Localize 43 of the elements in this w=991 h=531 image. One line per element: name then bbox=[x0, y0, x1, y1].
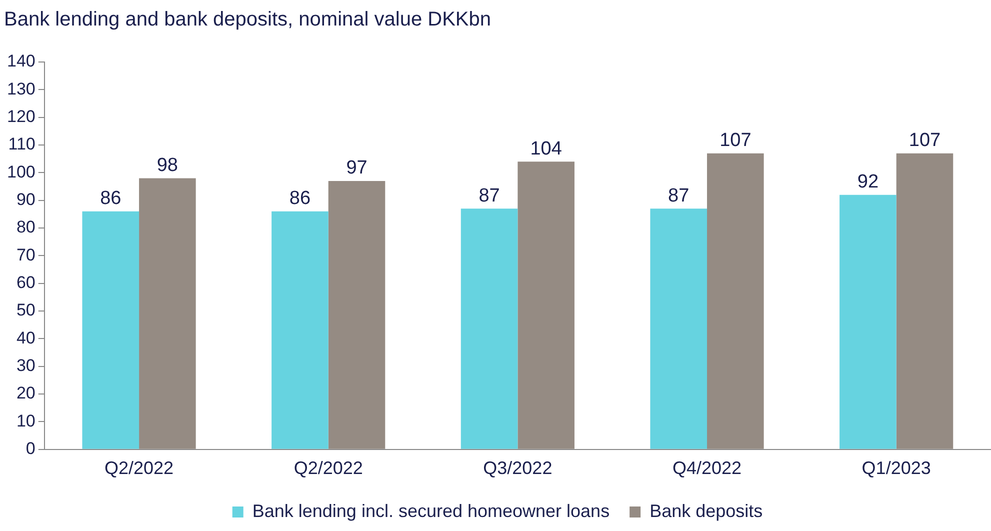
data-label: 104 bbox=[530, 138, 562, 160]
x-tick-label: Q3/2022 bbox=[483, 458, 552, 478]
data-label: 107 bbox=[720, 130, 752, 152]
y-tick-label: 30 bbox=[16, 356, 36, 376]
bar bbox=[82, 211, 140, 449]
y-tick-label: 120 bbox=[6, 107, 36, 126]
bar bbox=[518, 162, 574, 449]
data-label: 107 bbox=[908, 130, 941, 152]
data-label: 87 bbox=[478, 185, 500, 206]
y-tick-label: 90 bbox=[16, 190, 36, 210]
x-tick-label: Q2/2022 bbox=[104, 458, 174, 478]
x-tick-label: Q4/2022 bbox=[672, 458, 742, 478]
y-tick-label: 20 bbox=[16, 384, 36, 403]
y-tick-label: 40 bbox=[16, 328, 36, 348]
bar bbox=[650, 208, 708, 449]
y-tick-label: 140 bbox=[6, 52, 36, 71]
x-tick-label: Q2/2022 bbox=[294, 458, 363, 478]
y-tick-label: 100 bbox=[6, 162, 36, 182]
y-tick-label: 130 bbox=[6, 79, 36, 98]
x-tick-label: Q1/2023 bbox=[862, 458, 931, 478]
data-label: 98 bbox=[156, 154, 178, 176]
y-tick-label: 70 bbox=[16, 245, 36, 264]
data-label: 87 bbox=[668, 185, 690, 206]
bar bbox=[707, 153, 764, 449]
legend-label: Bank lending incl. secured homeowner loans bbox=[252, 500, 610, 521]
data-label: 92 bbox=[857, 172, 879, 193]
data-label: 86 bbox=[100, 188, 122, 210]
y-tick-label: 0 bbox=[26, 439, 36, 458]
y-tick-label: 10 bbox=[16, 411, 36, 430]
data-label: 86 bbox=[289, 188, 311, 210]
chart-title: Bank lending and bank deposits, nominal value DKKbn bbox=[4, 8, 491, 31]
y-tick-label: 50 bbox=[16, 300, 36, 320]
bar bbox=[139, 178, 196, 449]
data-label: 97 bbox=[346, 158, 368, 179]
y-tick-label: 110 bbox=[8, 134, 36, 154]
bar bbox=[460, 208, 518, 449]
y-tick-label: 80 bbox=[16, 218, 36, 237]
bar bbox=[840, 194, 896, 449]
bar bbox=[896, 153, 954, 449]
bar bbox=[328, 180, 386, 449]
bar bbox=[272, 211, 328, 449]
legend-label: Bank deposits bbox=[650, 500, 763, 521]
y-tick-label: 60 bbox=[16, 273, 36, 292]
